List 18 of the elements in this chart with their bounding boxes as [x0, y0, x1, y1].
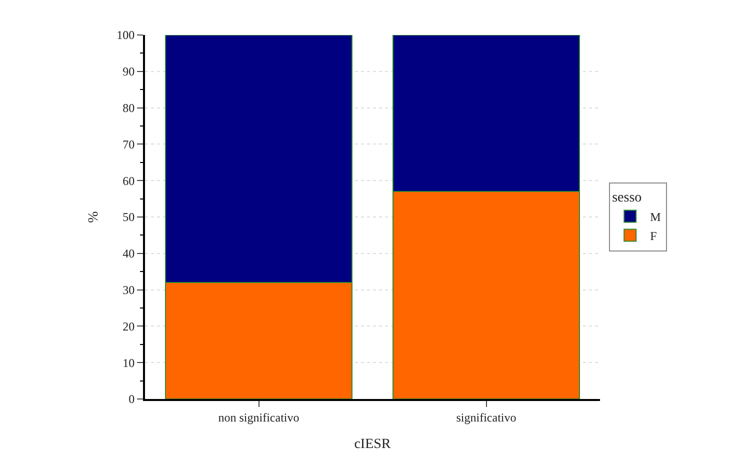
y-tick-label: 60	[122, 174, 135, 188]
legend-label: M	[650, 210, 662, 224]
legend-label: F	[650, 228, 658, 243]
y-tick-label: 90	[122, 64, 135, 79]
y-tick-label: 30	[122, 283, 135, 297]
y-axis-title: %	[86, 210, 102, 223]
x-tick-label: non significativo	[218, 410, 300, 424]
y-tick-label: 20	[122, 319, 135, 334]
y-tick-label: 0	[128, 392, 135, 406]
x-tick-label: significativo	[456, 410, 516, 424]
y-tick-label: 80	[122, 101, 135, 115]
y-tick-label: 10	[122, 356, 135, 370]
y-tick-label: 40	[122, 246, 135, 261]
y-tick-label: 50	[122, 210, 135, 224]
y-tick-label: 100	[116, 28, 135, 42]
y-tick-label: 70	[122, 137, 135, 152]
x-axis-title: cIESR	[354, 437, 392, 452]
legend-title: sesso	[612, 190, 642, 206]
